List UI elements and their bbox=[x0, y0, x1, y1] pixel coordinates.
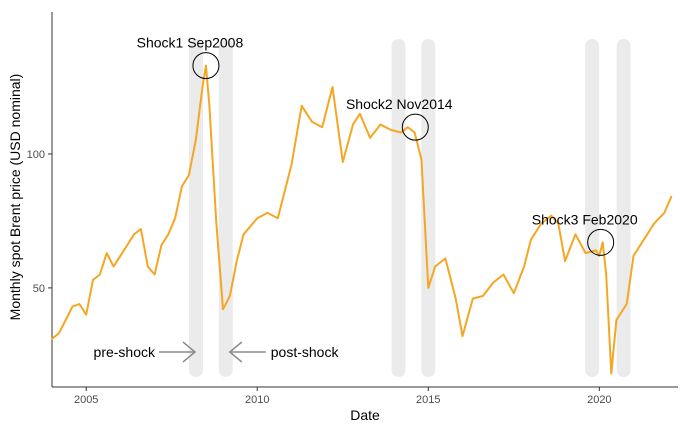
shock-circle bbox=[192, 52, 220, 80]
shock-label: Shock1 Sep2008 bbox=[137, 35, 244, 51]
post-shock-arrowhead bbox=[228, 341, 243, 363]
shock-label: Shock2 Nov2014 bbox=[346, 96, 453, 112]
x-axis-title: Date bbox=[350, 407, 380, 423]
shock-label: Shock3 Feb2020 bbox=[532, 211, 638, 227]
y-axis-title: Monthly spot Brent price (USD nominal) bbox=[7, 74, 23, 321]
x-tick-label: 2020 bbox=[587, 394, 611, 406]
pre-shock-arrowhead bbox=[182, 341, 197, 363]
post-shock-label: post-shock bbox=[271, 344, 340, 360]
y-tick-label: 100 bbox=[27, 149, 45, 161]
shock-circle bbox=[401, 113, 429, 141]
pre-shock-label: pre-shock bbox=[94, 344, 156, 360]
brent-price-line bbox=[51, 64, 673, 375]
x-tick-label: 2010 bbox=[245, 394, 269, 406]
x-tick-label: 2005 bbox=[74, 394, 98, 406]
y-tick-label: 50 bbox=[33, 283, 45, 295]
x-tick-label: 2015 bbox=[416, 394, 440, 406]
shock-circle bbox=[587, 228, 615, 256]
